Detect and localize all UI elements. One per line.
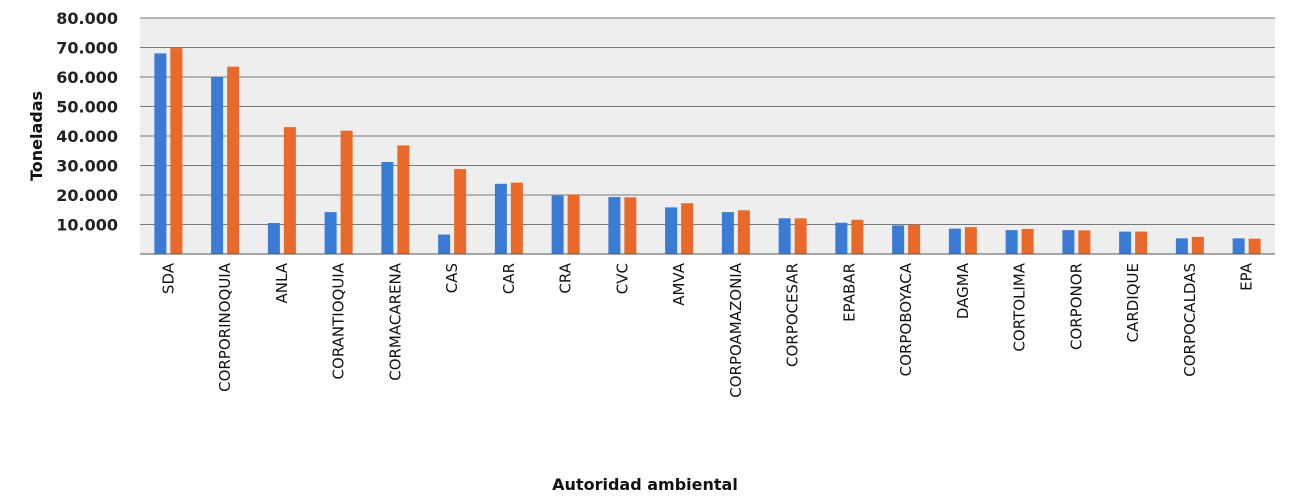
y-tick-label: 50.000 — [56, 98, 118, 117]
bar-cas-series-2 — [454, 169, 467, 254]
bars — [154, 48, 1261, 255]
bar-corpoboyaca-series-1 — [892, 225, 905, 254]
bar-cvc-series-1 — [608, 197, 621, 254]
bar-amva-series-2 — [681, 203, 694, 254]
bar-cra-series-1 — [551, 195, 564, 254]
bar-corpocesar-series-2 — [794, 218, 807, 254]
bar-corantioquia-series-1 — [324, 212, 337, 254]
bar-corpoamazonia-series-1 — [721, 212, 734, 254]
x-tick-label: AMVA — [670, 262, 688, 306]
x-tick-label: CORPOBOYACA — [897, 262, 915, 376]
x-tick-label: CVC — [613, 263, 631, 294]
y-tick-label: 80.000 — [56, 9, 118, 28]
bar-corpocaldas-series-1 — [1175, 238, 1188, 254]
bar-epabar-series-1 — [835, 222, 848, 254]
x-tick-label: CORPOCALDAS — [1181, 263, 1199, 377]
y-tick-label: 30.000 — [56, 157, 118, 176]
x-tick-label: CAR — [500, 263, 518, 294]
bar-cormacarena-series-1 — [381, 161, 394, 254]
bar-corporinoquia-series-2 — [227, 66, 240, 254]
y-tick-label: 70.000 — [56, 39, 118, 58]
bar-anla-series-2 — [283, 127, 296, 254]
x-tick-label: CORPORINOQUIA — [216, 262, 234, 392]
x-tick-label: CRA — [557, 262, 575, 293]
bar-epabar-series-2 — [851, 219, 864, 254]
bar-cas-series-1 — [438, 234, 451, 254]
bar-cardique-series-1 — [1119, 231, 1132, 254]
bar-amva-series-1 — [665, 207, 678, 254]
bar-dagma-series-1 — [948, 228, 961, 254]
bar-dagma-series-2 — [964, 227, 977, 254]
y-axis-title: Toneladas — [27, 91, 46, 181]
x-tick-label: CORPOAMAZONIA — [727, 262, 745, 397]
x-tick-label: EPA — [1238, 262, 1256, 291]
bar-car-series-1 — [494, 183, 507, 254]
bar-corpoboyaca-series-2 — [908, 224, 921, 254]
x-tick-label: EPABAR — [840, 263, 858, 322]
bar-car-series-2 — [510, 182, 523, 254]
x-tick-label: CORMACARENA — [386, 262, 404, 380]
bar-cardique-series-2 — [1135, 231, 1148, 254]
bar-cortolima-series-1 — [1005, 230, 1018, 254]
x-axis-title: Autoridad ambiental — [552, 475, 738, 494]
x-tick-label: CORTOLIMA — [1011, 262, 1029, 351]
bar-epa-series-1 — [1232, 238, 1245, 254]
y-axis-ticks: 10.000 20.000 30.000 40.000 50.000 60.000 70.0… — [56, 9, 118, 235]
bar-cormacarena-series-2 — [397, 145, 410, 254]
bar-cvc-series-2 — [624, 197, 637, 254]
bar-corpocesar-series-1 — [778, 218, 791, 254]
x-tick-label: CORANTIOQUIA — [330, 262, 348, 379]
bar-epa-series-2 — [1248, 238, 1261, 254]
bar-corponor-series-2 — [1078, 230, 1091, 254]
bar-corponor-series-1 — [1062, 230, 1075, 254]
bar-corporinoquia-series-1 — [211, 77, 224, 254]
x-tick-label: DAGMA — [954, 262, 972, 319]
y-tick-label: 10.000 — [56, 216, 118, 235]
x-tick-label: CAS — [443, 263, 461, 293]
bar-sda-series-1 — [154, 53, 167, 255]
bar-anla-series-1 — [267, 223, 280, 254]
bar-cra-series-2 — [567, 194, 580, 254]
x-tick-label: CORPONOR — [1067, 263, 1085, 350]
y-tick-label: 40.000 — [56, 127, 118, 146]
y-tick-label: 20.000 — [56, 186, 118, 205]
bar-sda-series-2 — [170, 48, 183, 255]
bar-cortolima-series-2 — [1021, 228, 1034, 254]
bar-corantioquia-series-2 — [340, 130, 353, 254]
x-tick-label: SDA — [159, 262, 177, 294]
y-tick-label: 60.000 — [56, 68, 118, 87]
bar-corpoamazonia-series-2 — [737, 210, 750, 254]
x-tick-label: CARDIQUE — [1124, 263, 1142, 342]
x-tick-label: CORPOCESAR — [784, 263, 802, 367]
x-axis-labels: SDA CORPORINOQUIA ANLA CORANTIOQUIA CORMACAR… — [159, 262, 1255, 397]
x-tick-label: ANLA — [273, 262, 291, 303]
bar-corpocaldas-series-2 — [1191, 236, 1204, 254]
